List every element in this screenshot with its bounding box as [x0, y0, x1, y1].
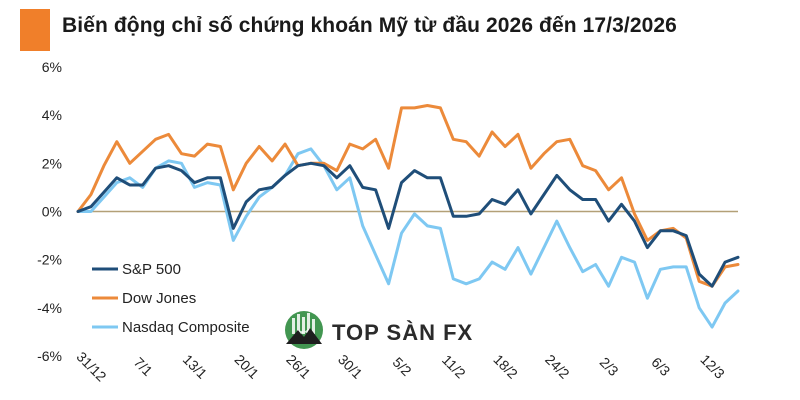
- y-tick-label: -4%: [37, 300, 62, 316]
- x-tick-label: 13/1: [180, 351, 211, 382]
- x-tick-label: 11/2: [439, 352, 469, 382]
- watermark-text: TOP SÀN FX: [332, 320, 473, 345]
- x-tick-label: 26/1: [283, 351, 314, 382]
- y-tick-label: -2%: [37, 252, 62, 268]
- series-line-dow-jones: [76, 104, 740, 288]
- y-tick-label: 0%: [42, 204, 62, 220]
- y-axis: 6% 4% 2% 0% -2% -4% -6%: [37, 59, 62, 364]
- y-tick-label: -6%: [37, 348, 62, 364]
- x-tick-label: 18/2: [490, 351, 521, 382]
- legend: S&P 500 Dow Jones Nasdaq Composite: [92, 261, 250, 336]
- x-tick-label: 7/1: [131, 354, 156, 379]
- y-tick-label: 4%: [42, 107, 62, 123]
- y-tick-label: 2%: [42, 155, 62, 171]
- x-tick-label: 2/3: [597, 354, 622, 379]
- legend-label-s-p-500: S&P 500: [122, 261, 181, 278]
- x-tick-label: 30/1: [335, 351, 366, 382]
- title-accent-block: [20, 9, 50, 51]
- series-line-s-p-500: [76, 161, 740, 288]
- legend-label-dow-jones: Dow Jones: [122, 290, 196, 307]
- legend-label-nasdaq-composite: Nasdaq Composite: [122, 319, 250, 336]
- series-layer: [76, 104, 740, 329]
- x-tick-label: 24/2: [542, 351, 573, 382]
- x-axis: 31/12 7/1 13/1 20/1 26/1 30/1 5/2 11/2 18/2 24/2 2…: [73, 348, 728, 384]
- chart-title: Biến động chỉ số chứng khoán Mỹ từ đầu 2…: [62, 14, 677, 37]
- watermark: TOP SÀN FX: [285, 311, 473, 349]
- x-tick-label: 20/1: [232, 351, 263, 382]
- y-tick-label: 6%: [42, 59, 62, 75]
- x-tick-label: 5/2: [390, 354, 415, 379]
- mountain-logo-icon: [285, 311, 323, 349]
- x-tick-label: 12/3: [697, 351, 728, 382]
- x-tick-label: 31/12: [73, 348, 109, 384]
- x-tick-label: 6/3: [648, 354, 673, 379]
